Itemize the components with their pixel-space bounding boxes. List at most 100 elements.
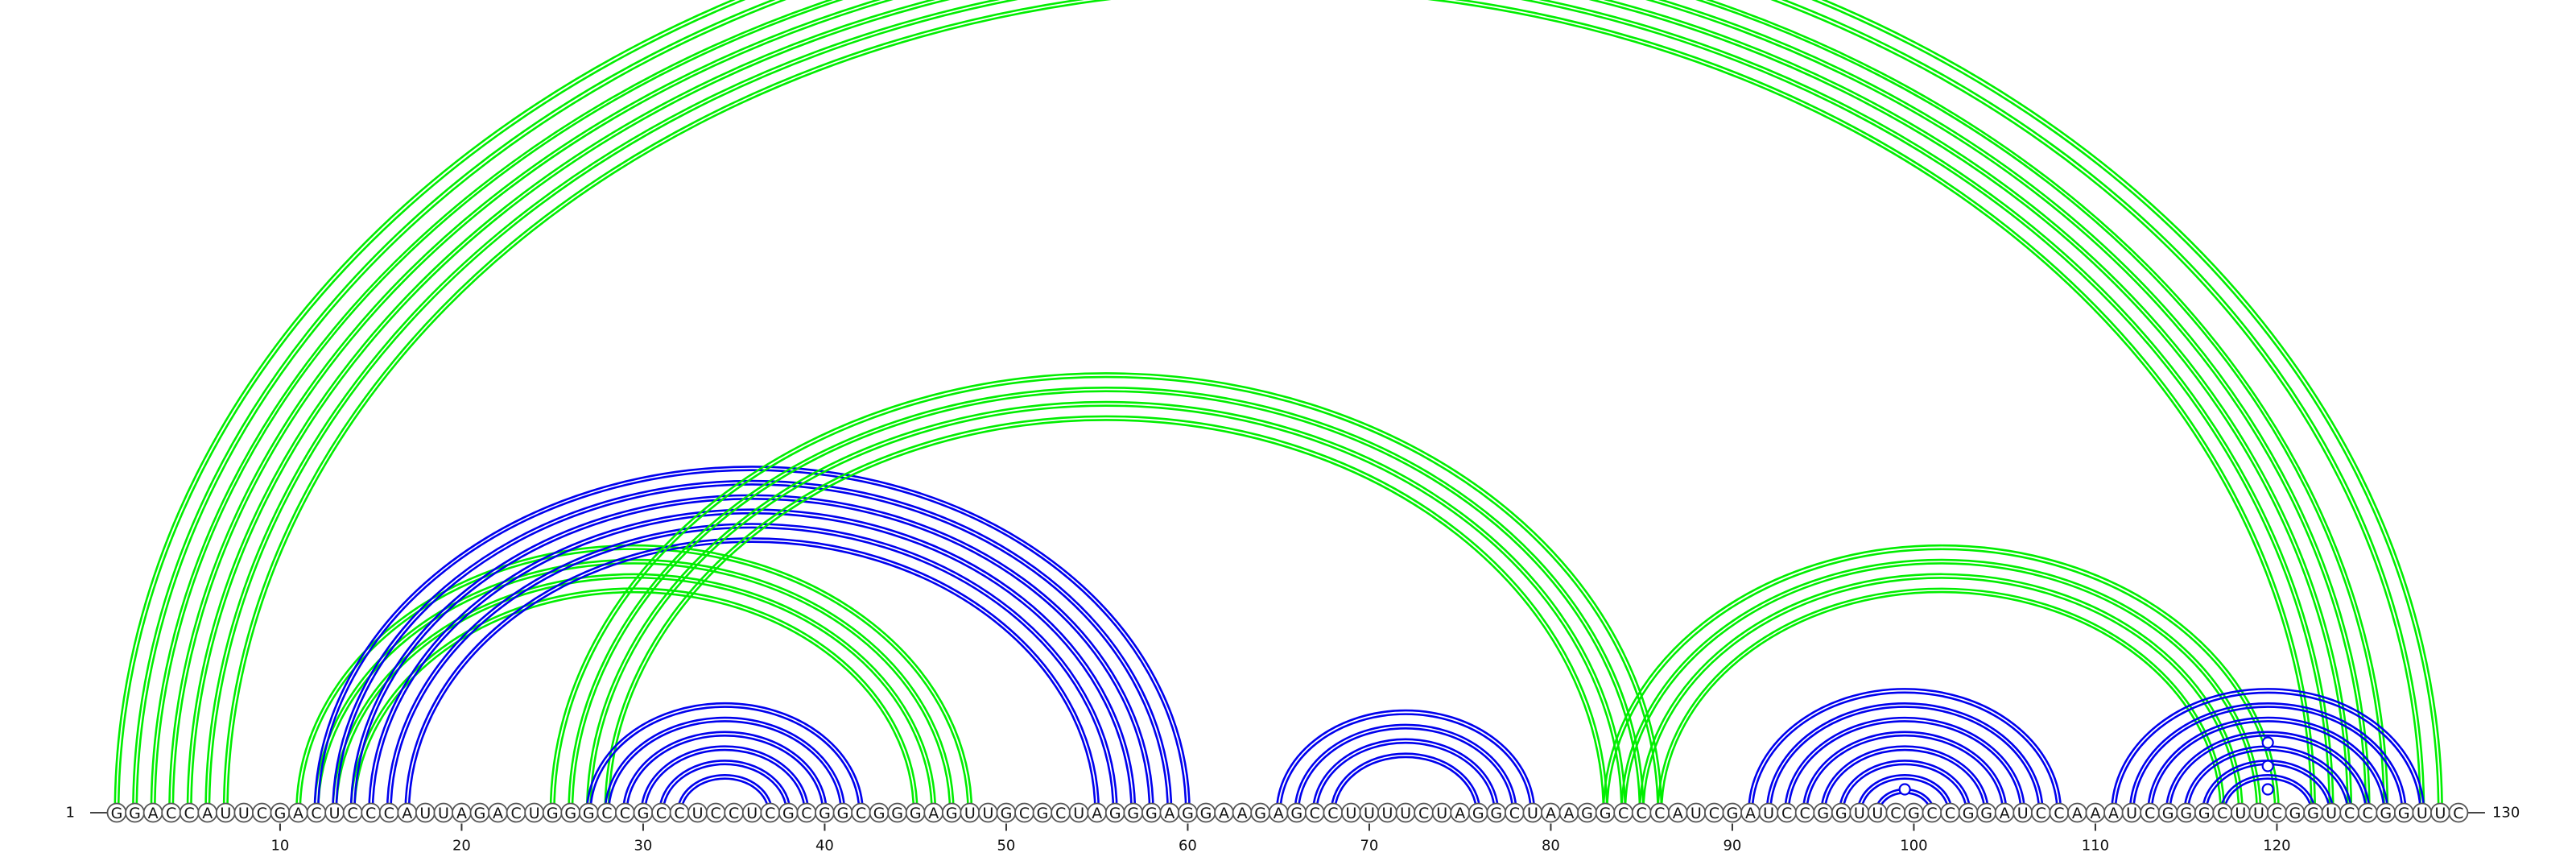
nucleotide-letter: A	[1219, 805, 1229, 822]
arc-blue-13-59-1	[332, 479, 1173, 814]
arc-blue-95-104-0	[1823, 748, 1986, 814]
nucleotide-letter: A	[402, 805, 412, 822]
nucleotide: G	[996, 802, 1017, 823]
arc-blue-32-37-0	[679, 777, 770, 814]
nucleotide-letter: G	[2198, 805, 2211, 822]
nucleotide: C	[597, 802, 617, 823]
nucleotide: U	[215, 802, 236, 823]
nucleotide: C	[760, 802, 781, 823]
nucleotide: G	[905, 802, 926, 823]
nucleotide-letter: U	[746, 805, 758, 822]
nucleotide-letter: A	[1455, 805, 1465, 822]
arc-green-2-128-0	[135, 0, 2421, 814]
nucleotide-letter: U	[2253, 805, 2264, 822]
nucleotide-letter: G	[1835, 805, 1847, 822]
nucleotide: U	[415, 802, 436, 823]
nucleotide: C	[615, 802, 635, 823]
nucleotide-letter: U	[1690, 805, 1702, 822]
nucleotide: A	[1450, 802, 1471, 823]
arc-blue-114-125-1	[2165, 731, 2371, 814]
nucleotide: G	[106, 802, 127, 823]
arc-green-2-128-1	[132, 0, 2425, 814]
arc-green-5-124-0	[191, 0, 2347, 813]
tick-label: 50	[997, 838, 1015, 855]
nucleotide: G	[2194, 802, 2215, 823]
nucleotide: A	[397, 802, 418, 823]
arc-blue-15-57-0	[371, 511, 1133, 814]
nucleotide-letter: U	[1364, 805, 1375, 822]
nucleotide-letter: C	[801, 805, 811, 822]
nucleotide: C	[1794, 802, 1815, 823]
tick-label: 70	[1360, 838, 1378, 855]
arc-layer	[114, 0, 2443, 814]
nucleotide: C	[506, 802, 526, 823]
nucleotide: C	[378, 802, 399, 823]
helix-marker-0	[1898, 783, 1911, 796]
nucleotide-letter: C	[711, 805, 721, 822]
tick-label: 110	[2082, 838, 2109, 855]
arc-green-83-120-1	[1602, 544, 2280, 814]
nucleotide: C	[851, 802, 871, 823]
nucleotide-letter: A	[1564, 805, 1575, 822]
nucleotide: U	[2121, 802, 2142, 823]
nucleotide: G	[1595, 802, 1616, 823]
nucleotide-letter: C	[1310, 805, 1320, 822]
nucleotide-letter: C	[311, 805, 321, 822]
nucleotide: G	[1178, 802, 1198, 823]
nucleotide: U	[1359, 802, 1380, 823]
arc-blue-111-128-1	[2111, 688, 2425, 814]
nucleotide-letter: A	[1274, 805, 1284, 822]
nucleotide-letter: C	[1654, 805, 1665, 822]
nucleotide-letter: C	[1781, 805, 1792, 822]
nucleotide-letter: G	[873, 805, 886, 822]
arc-green-6-123-0	[208, 0, 2331, 814]
nucleotide: C	[651, 802, 671, 823]
arc-green-27-84-1	[585, 400, 1627, 814]
nucleotide: C	[705, 802, 726, 823]
arc-blue-12-60-1	[313, 465, 1191, 814]
nucleotide-letter: G	[2180, 805, 2192, 822]
arc-green-26-85-0	[571, 390, 1641, 814]
nucleotide-letter: G	[564, 805, 576, 822]
nucleotide: U	[741, 802, 762, 823]
nucleotide-letter: A	[1164, 805, 1174, 822]
nucleotide: A	[2085, 802, 2106, 823]
nucleotide-letter: C	[348, 805, 358, 822]
nucleotide-letter: C	[1327, 805, 1338, 822]
nucleotide: U	[1686, 802, 1707, 823]
arc-blue-94-105-0	[1806, 734, 2004, 814]
arc-green-27-84-0	[589, 404, 1623, 814]
nucleotide-letter: C	[510, 805, 521, 822]
nucleotide: C	[2212, 802, 2233, 823]
arc-blue-66-78-1	[1294, 723, 1517, 814]
nucleotide-letter: C	[1637, 805, 1647, 822]
arc-blue-68-76-1	[1330, 752, 1481, 814]
nucleotide: C	[361, 802, 382, 823]
arc-blue-67-77-1	[1311, 738, 1500, 814]
arc-green-83-120-0	[1606, 548, 2277, 814]
nucleotide-letter: C	[620, 805, 630, 822]
nucleotide-letter: U	[964, 805, 976, 822]
nucleotide-letter: G	[1182, 805, 1194, 822]
nucleotide: U	[233, 802, 254, 823]
nucleotide: A	[1667, 802, 1688, 823]
nucleotide: U	[960, 802, 980, 823]
nucleotide-letter: G	[910, 805, 922, 822]
nucleotide: C	[2030, 802, 2051, 823]
nucleotide: A	[288, 802, 308, 823]
arc-blue-112-127-1	[2128, 702, 2407, 814]
nucleotide: G	[2176, 802, 2197, 823]
arc-green-5-124-1	[188, 0, 2351, 813]
nucleotide: G	[469, 802, 490, 823]
nucleotide: C	[1649, 802, 1670, 823]
nucleotide-letter: G	[1908, 805, 1920, 822]
nucleotide: C	[2140, 802, 2161, 823]
nucleotide: G	[578, 802, 599, 823]
arc-blue-97-102-0	[1860, 777, 1950, 814]
nucleotide: A	[2066, 802, 2087, 823]
nucleotide-letter: G	[837, 805, 849, 822]
nucleotide-letter: C	[2272, 805, 2282, 822]
nucleotide: G	[887, 802, 908, 823]
nucleotide-letter: U	[1382, 805, 1393, 822]
